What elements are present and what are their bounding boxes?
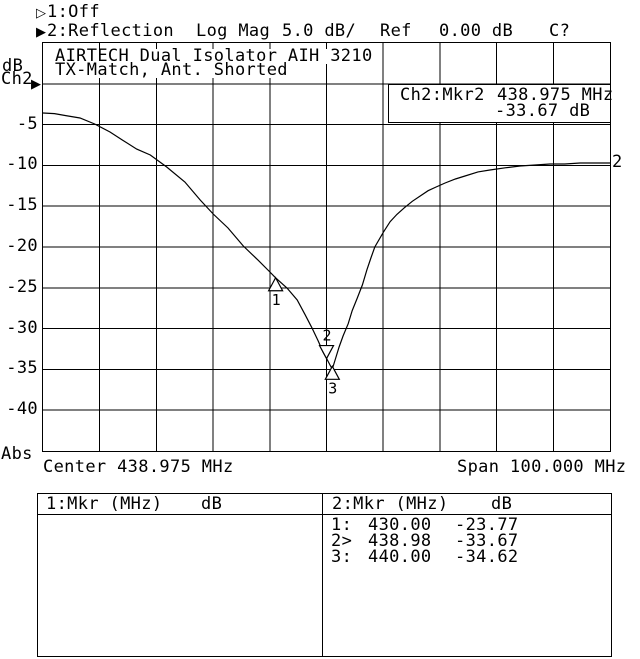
marker-table-divider xyxy=(322,494,323,656)
ytick--30: -30 xyxy=(6,318,38,338)
mkr-row3-db: -34.62 xyxy=(455,547,519,567)
ytick--10: -10 xyxy=(6,154,38,174)
mkr-row1-freq: 430.00 xyxy=(368,515,432,535)
marker-1-symbol xyxy=(267,276,284,292)
channel1-status: 1:Off xyxy=(47,2,100,22)
center-frequency-label: Center 438.975 MHz xyxy=(43,457,234,477)
ytick--35: -35 xyxy=(6,358,38,378)
channel1-marker-icon: ▷ xyxy=(36,6,46,21)
grid-lines xyxy=(43,43,610,451)
trace-end-label: 2 xyxy=(612,152,623,172)
mkr-table1-header: 1:Mkr (MHz) xyxy=(46,494,163,514)
ytick--20: -20 xyxy=(6,236,38,256)
mkr-table2-header: 2:Mkr (MHz) xyxy=(332,494,449,514)
mkr-row2-freq: 438.98 xyxy=(368,531,432,551)
mkr-table1-unit: dB xyxy=(201,494,223,514)
mkr-row1-num: 1: xyxy=(331,515,353,535)
ytick--40: -40 xyxy=(6,399,38,419)
marker-1-label: 1 xyxy=(272,291,281,309)
ref-value: 0.00 dB xyxy=(439,21,514,41)
mkr-row1-db: -23.77 xyxy=(455,515,519,535)
marker-table-panel: 1:Mkr (MHz) dB 2:Mkr (MHz) dB 1: 430.00 … xyxy=(37,493,612,657)
mkr-row3-freq: 440.00 xyxy=(368,547,432,567)
trace-plot: 1 2 3 xyxy=(43,43,610,451)
marker-readout-box: Ch2:Mkr2 438.975 MHz -33.67 dB xyxy=(388,84,614,123)
plot-title-line2: TX-Match, Ant. Shorted xyxy=(55,60,290,80)
span-label: Span 100.000 MHz xyxy=(457,457,627,477)
display-format: Log Mag xyxy=(196,21,271,41)
mkr-row2-db: -33.67 xyxy=(455,531,519,551)
marker-2-label: 2 xyxy=(323,327,332,345)
channel2-measurement: 2:Reflection xyxy=(47,21,175,41)
axis-unit-label: dB xyxy=(2,56,24,76)
readout-marker-freq: 438.975 MHz xyxy=(497,85,614,105)
axis-channel-label: Ch2 xyxy=(1,69,33,89)
marker-table-header-separator xyxy=(38,514,611,515)
marker-3-label: 3 xyxy=(328,379,337,397)
ref-level-arrow-icon: ▶ xyxy=(31,77,41,92)
channel2-marker-icon: ▶ xyxy=(36,25,46,40)
marker-2-symbol xyxy=(318,344,335,360)
abs-scale-label: Abs xyxy=(1,444,33,464)
ytick--25: -25 xyxy=(6,277,38,297)
plot-title-line1: AIRTECH Dual Isolator AIH 3210 xyxy=(55,46,375,66)
readout-marker-level: -33.67 dB xyxy=(495,101,591,121)
plot-grid: 1 2 3 xyxy=(42,42,611,452)
cal-status: C? xyxy=(549,21,571,41)
scale-per-div: 5.0 dB/ xyxy=(282,21,357,41)
trace-line xyxy=(43,112,610,371)
ytick--15: -15 xyxy=(6,195,38,215)
readout-marker-label: Ch2:Mkr2 xyxy=(400,85,485,105)
mkr-table2-unit: dB xyxy=(491,494,513,514)
ref-label: Ref xyxy=(380,21,412,41)
mkr-row2-num: 2> xyxy=(331,531,353,551)
ytick--5: -5 xyxy=(16,114,38,134)
mkr-row3-num: 3: xyxy=(331,547,353,567)
marker-3-symbol xyxy=(324,365,341,380)
